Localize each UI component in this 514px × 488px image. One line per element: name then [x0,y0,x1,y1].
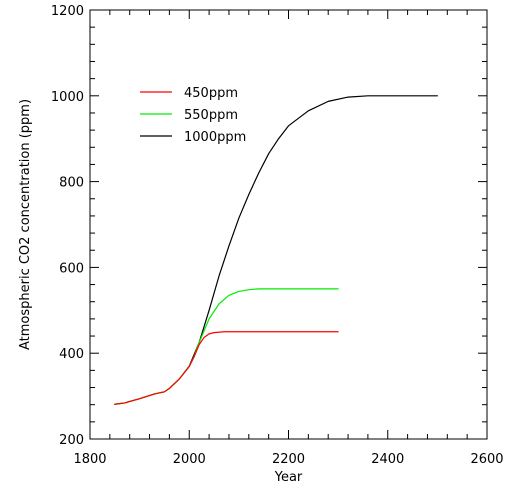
legend-label-1000ppm: 1000ppm [184,130,246,145]
series-lines [114,95,438,405]
series-line-1000ppm [114,95,438,405]
y-axis-title: Atmospheric CO2 concentration (ppm) [18,99,33,350]
legend-label-550ppm: 550ppm [184,108,238,123]
x-tick-label: 2200 [272,452,305,467]
x-tick-label: 2400 [371,452,404,467]
plot-frame [89,9,488,440]
y-tick-label: 800 [59,176,84,191]
x-tick-label: 2000 [173,452,206,467]
y-tick-label: 1000 [51,90,84,105]
legend: 450ppm 550ppm 1000ppm [140,86,246,145]
x-axis-title: Year [274,470,303,485]
y-tick-label: 200 [59,433,84,448]
axis-ticks [89,9,488,440]
y-tick-label: 600 [59,261,84,276]
series-line-450ppm [114,331,339,405]
tick-labels: 1800 2000 2200 2400 2600 200 400 600 800 1000 1200 [51,4,504,467]
legend-label-450ppm: 450ppm [184,86,238,101]
series-line-550ppm [114,288,339,405]
x-tick-label: 2600 [470,452,503,467]
y-tick-label: 400 [59,347,84,362]
y-tick-label: 1200 [51,4,84,19]
x-tick-label: 1800 [73,452,106,467]
